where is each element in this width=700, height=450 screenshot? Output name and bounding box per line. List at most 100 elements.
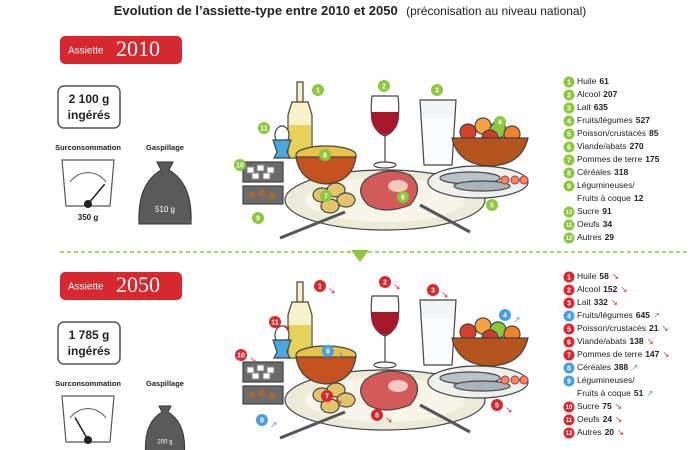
fork	[279, 210, 346, 240]
list-number: 12	[566, 431, 573, 437]
wine	[370, 312, 400, 335]
item-value: 24	[603, 414, 613, 424]
item-name: Viande/abats	[577, 141, 626, 151]
nut	[258, 389, 266, 397]
item-value: 138	[629, 336, 643, 346]
list-item: Autres 29	[577, 232, 614, 242]
plate-illustration	[242, 281, 529, 440]
list-item: Poisson/crustacés 21 ↘	[577, 323, 669, 333]
item-name: Viande/abats	[577, 336, 626, 346]
item-trend: ↗	[653, 310, 660, 320]
list-number: 10	[566, 405, 573, 411]
item-value: 527	[636, 115, 650, 125]
food-marker	[314, 280, 326, 292]
list-number: 4	[567, 118, 571, 125]
list-item: Viande/abats 138 ↘	[577, 336, 654, 346]
list-item: Viande/abats 270	[577, 141, 644, 151]
food-marker-number: 6	[401, 194, 405, 201]
food-marker-number: 2	[382, 83, 386, 90]
food-marker-trend: ↘	[441, 289, 449, 299]
food-marker	[319, 149, 331, 161]
sugar-cube	[246, 166, 255, 174]
item-name: Céréales	[577, 362, 611, 372]
sugar-cube	[251, 372, 260, 380]
item-value: 388	[614, 362, 628, 372]
shrimp	[500, 375, 510, 385]
fruit-bowl	[451, 137, 529, 167]
nut	[248, 191, 256, 199]
item-value: 20	[605, 427, 615, 437]
item-trend: ↘	[661, 323, 668, 333]
item-name: Autres	[577, 427, 602, 437]
waste: 200 g	[157, 440, 172, 446]
item-name: Oeufs	[577, 219, 600, 229]
food-marker	[431, 84, 443, 96]
item-trend: ↗	[631, 362, 638, 372]
list-number: 6	[567, 144, 571, 151]
food-marker	[269, 316, 281, 328]
list-number: 12	[566, 236, 573, 242]
list-marker	[563, 102, 575, 114]
item-value: 61	[599, 76, 609, 86]
food-marker-trend: ↘	[335, 395, 343, 405]
food-marker-number: 2	[383, 279, 387, 286]
list-number: 8	[567, 365, 571, 372]
list-number: 6	[567, 339, 571, 346]
list-number: 8	[567, 170, 571, 177]
list-marker	[563, 284, 575, 296]
list-item: Céréales 318	[577, 167, 628, 177]
arrow-down	[351, 250, 369, 262]
list-marker	[563, 362, 575, 374]
list-marker	[563, 115, 575, 127]
food-marker-number: 4	[503, 312, 507, 319]
list-item: Autres 20 ↘	[577, 427, 624, 437]
list-marker	[563, 76, 575, 88]
total: 1 785 g	[69, 328, 110, 342]
overconsumption: 350 g	[78, 213, 99, 222]
list-number: 10	[566, 210, 573, 216]
item-value: 270	[629, 141, 643, 151]
shrimp	[500, 175, 510, 185]
list-marker	[563, 401, 575, 413]
food-marker	[494, 116, 506, 128]
item-name: Légumineuses/	[577, 375, 635, 385]
food-marker-trend: ↘	[328, 285, 336, 295]
item-name: Poisson/crustacés	[577, 128, 646, 138]
item-name: Fruits/légumes	[577, 115, 633, 125]
list-marker	[563, 323, 575, 335]
food-marker	[235, 349, 247, 361]
list-marker	[563, 414, 575, 426]
potato	[336, 192, 356, 208]
item-name: Alcool	[577, 89, 600, 99]
item-value: 175	[645, 154, 659, 164]
shrimp	[510, 175, 520, 185]
waste-label: Gaspillage	[146, 379, 184, 388]
egg-cup	[272, 339, 292, 359]
item-trend: ↗	[646, 388, 653, 398]
fruit-bowl	[451, 337, 529, 367]
scale-dial	[69, 172, 107, 183]
bottle-neck	[296, 281, 304, 303]
food-marker-number: 3	[431, 287, 435, 294]
food-marker-number: 6	[375, 412, 379, 419]
list-marker	[563, 154, 575, 166]
list-item: Fruits à coque 12	[577, 193, 644, 203]
list-marker	[563, 180, 575, 192]
food-marker	[312, 84, 324, 96]
item-value: 29	[605, 232, 615, 242]
item-name: Sucre	[577, 206, 599, 216]
food-marker	[252, 212, 264, 224]
sugar-cube	[246, 366, 255, 374]
overconsumption-label: Surconsommation	[55, 379, 121, 388]
food-marker-number: 8	[323, 152, 327, 159]
wine-base	[373, 361, 397, 369]
year-badge	[60, 272, 182, 300]
fish	[453, 380, 511, 392]
item-trend: ↘	[611, 297, 618, 307]
sugar-cube	[262, 372, 271, 380]
scale-dial	[69, 408, 107, 419]
item-value: 75	[602, 401, 612, 411]
list-item: Huile 58 ↘	[577, 271, 619, 281]
list-marker	[563, 167, 575, 179]
